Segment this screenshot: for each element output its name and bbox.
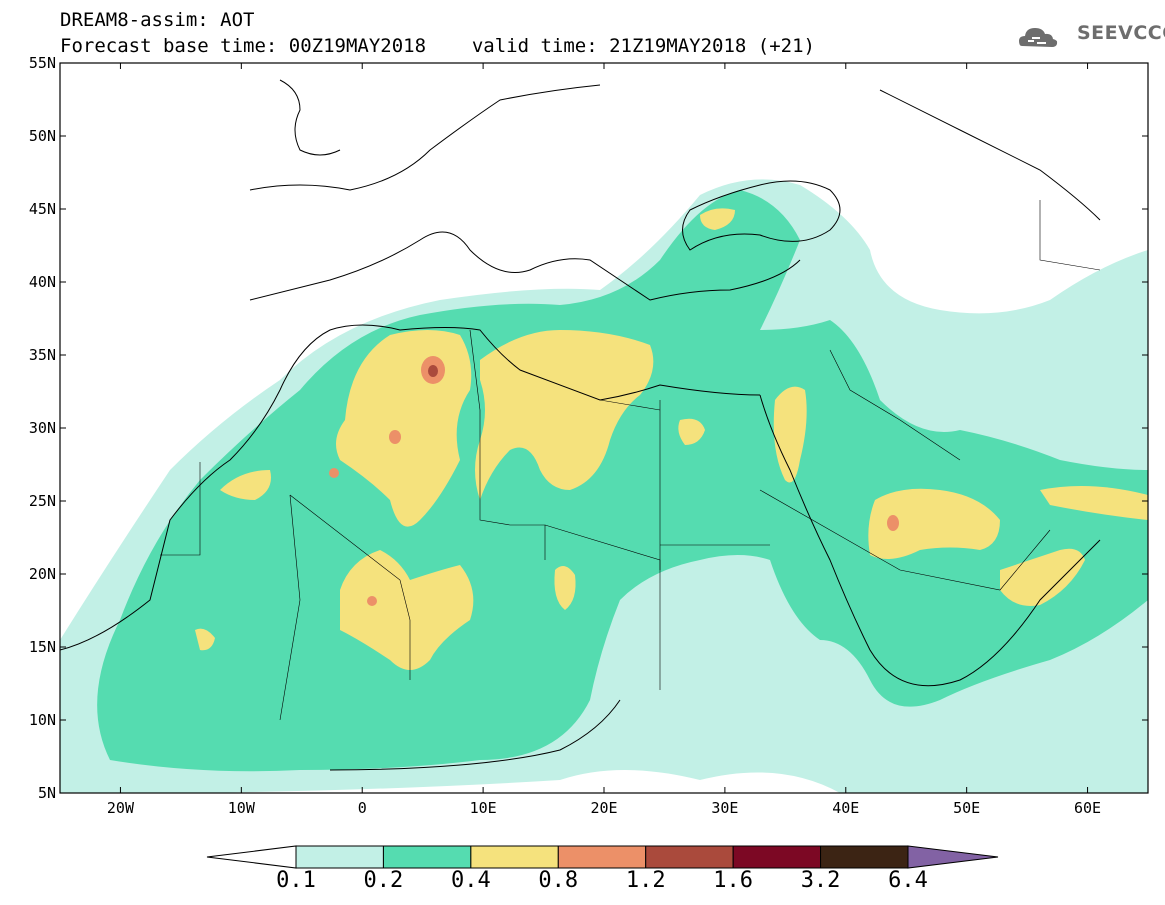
- country-borders: [160, 200, 1101, 721]
- colorbar-level: 0.8: [538, 868, 579, 893]
- aot-core-5: [887, 515, 899, 531]
- colorbar-box: [382, 845, 472, 869]
- map-title: DREAM8-assim: AOT: [60, 9, 255, 31]
- aot-region-0.4-oman: [1000, 548, 1085, 606]
- aot-region-0.4-bissau: [195, 628, 215, 651]
- colorbar-boxes: [295, 845, 909, 869]
- lon-label: 60E: [1074, 799, 1101, 817]
- colorbar-level: 1.6: [713, 868, 754, 893]
- lon-label: 30E: [711, 799, 738, 817]
- colorbar-low-arrow: [206, 845, 297, 869]
- lon-label: 20E: [590, 799, 617, 817]
- lat-label: 50N: [29, 127, 56, 145]
- lat-label: 5N: [38, 784, 56, 802]
- aot-core-max: [428, 365, 438, 377]
- cloud-logo-icon: [1019, 28, 1058, 47]
- lon-label: 0: [358, 799, 367, 817]
- valid-time: valid time: 21Z19MAY2018 (+21): [471, 35, 815, 57]
- aot-region-0.4-chad: [554, 566, 576, 610]
- aot-region-0.4-levant: [773, 386, 807, 483]
- colorbar-box: [470, 845, 559, 869]
- lat-label: 40N: [29, 273, 56, 291]
- coastlines: [60, 79, 1101, 771]
- aot-core-4: [367, 596, 377, 606]
- colorbar-box: [295, 845, 384, 869]
- lat-label: 35N: [29, 346, 56, 364]
- lon-label: 50E: [953, 799, 980, 817]
- lon-label: 20W: [107, 799, 135, 817]
- colorbar-box: [732, 845, 822, 869]
- colorbar-high-arrow: [907, 845, 999, 869]
- colorbar-level: 0.4: [450, 868, 491, 893]
- time-info: Forecast base time: 00Z19MAY2018 valid t…: [60, 36, 815, 56]
- aot-region-0.4-south: [340, 550, 474, 670]
- colorbar-level: 1.2: [625, 868, 666, 893]
- aot-core-3: [329, 468, 339, 478]
- colorbar-level: 0.1: [276, 868, 316, 893]
- latitude-axis: 55N 50N 45N 40N 35N 30N 25N 20N 15N 10N 5N: [29, 54, 1148, 802]
- forecast-base-time: Forecast base time: 00Z19MAY2018: [60, 35, 427, 57]
- lat-label: 55N: [29, 54, 56, 72]
- lon-label: 10E: [470, 799, 497, 817]
- aot-region-0.4-sw: [220, 470, 271, 500]
- colorbar-level: 6.4: [888, 868, 928, 893]
- colorbar: [206, 845, 999, 869]
- longitude-axis: 20W 10W 0 10E 20E 30E 40E 50E 60E: [107, 63, 1101, 817]
- aot-region-0.4-central: [475, 330, 654, 500]
- aot-region-0.4-blacksea: [700, 208, 735, 230]
- aot-core-2: [389, 430, 401, 444]
- colorbar-level: 3.2: [800, 868, 841, 893]
- lat-label: 25N: [29, 492, 56, 510]
- lat-label: 15N: [29, 638, 56, 656]
- lat-label: 10N: [29, 711, 56, 729]
- colorbar-level: 0.2: [363, 868, 404, 893]
- aot-field: [60, 63, 1148, 793]
- aot-region-0.4-egypt: [678, 418, 705, 445]
- lat-label: 30N: [29, 419, 56, 437]
- colorbar-box: [557, 845, 647, 869]
- colorbar-box: [820, 845, 909, 869]
- lon-label: 10W: [228, 799, 256, 817]
- logo-text: SEEVCCC: [1077, 22, 1165, 44]
- lon-label: 40E: [832, 799, 859, 817]
- colorbar-box: [645, 845, 734, 869]
- aot-region-0.4-arabsea: [1040, 486, 1148, 520]
- lat-label: 45N: [29, 200, 56, 218]
- aot-region-0.4-arabia: [868, 488, 1000, 559]
- lat-label: 20N: [29, 565, 56, 583]
